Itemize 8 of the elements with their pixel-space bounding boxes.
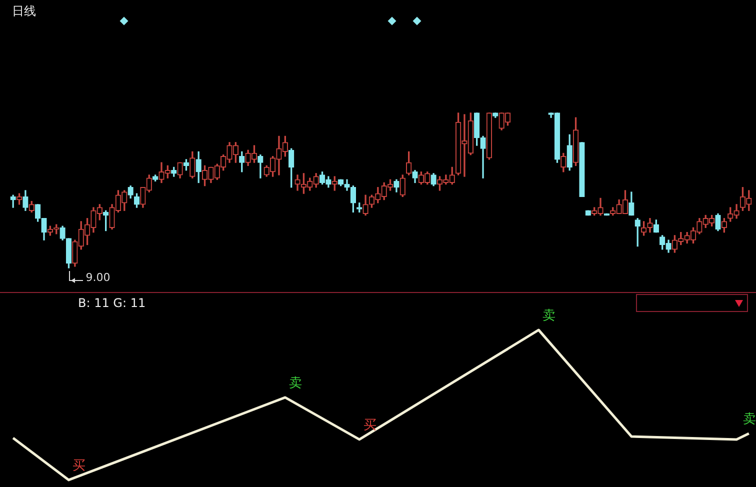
chart-title: B: 11 G: 11 — [78, 296, 146, 310]
text: 9.00 — [86, 270, 110, 284]
annotation: 买 — [363, 418, 376, 433]
text: 卖 — [542, 308, 556, 324]
annotation: 卖 — [289, 376, 302, 391]
annotation: 买 — [72, 458, 86, 474]
annotation: 卖 — [743, 412, 756, 427]
chart-title: 日线 — [12, 3, 36, 20]
